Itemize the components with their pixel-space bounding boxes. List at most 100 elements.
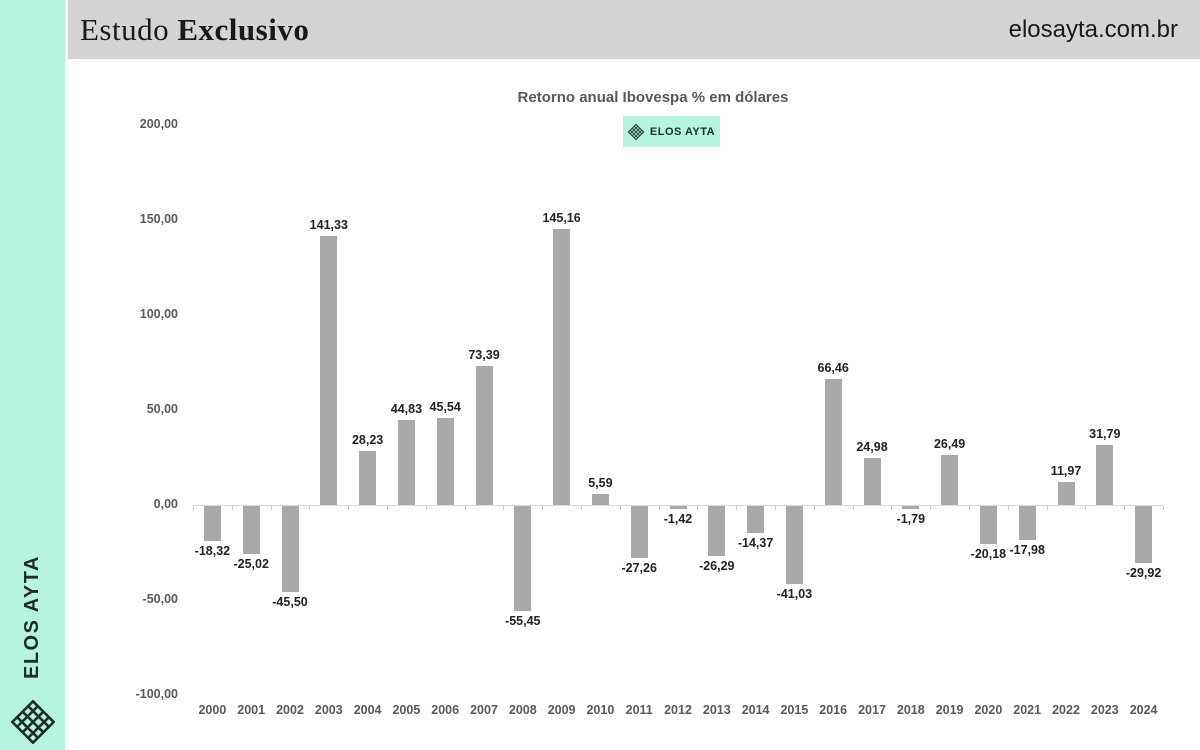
- bar-value-label: -1,79: [896, 512, 926, 527]
- legend-label: ELOS AYTA: [649, 125, 716, 138]
- x-axis-tick: [619, 506, 621, 510]
- bar-2013: [708, 506, 726, 556]
- bar-value-label: -45,50: [272, 595, 308, 610]
- chart-legend: ELOS AYTA: [623, 116, 720, 147]
- bar-value-label: -26,29: [699, 558, 735, 573]
- bar-value-label: 141,33: [309, 218, 348, 233]
- x-axis-category-label: 2015: [780, 703, 809, 717]
- header: Estudo Exclusivo elosayta.com.br: [68, 0, 1200, 59]
- x-axis-tick: [969, 506, 970, 510]
- brand-sidebar: ELOS AYTA: [0, 0, 65, 750]
- bar-2002: [281, 506, 299, 593]
- x-axis-tick: [775, 506, 776, 510]
- x-axis-category-label: 2017: [858, 703, 886, 717]
- bar-2018: [902, 506, 920, 510]
- bar-2008: [514, 506, 532, 612]
- bar-2020: [979, 506, 997, 545]
- bar-value-label: -20,18: [970, 547, 1007, 562]
- x-axis-category-label: 2007: [470, 703, 498, 717]
- x-axis-category-label: 2024: [1129, 703, 1158, 717]
- bar-value-label: -41,03: [776, 586, 813, 601]
- x-axis-tick: [503, 506, 505, 510]
- x-axis-tick: [348, 506, 350, 510]
- y-axis-tick-label: 200,00: [139, 117, 178, 131]
- y-axis-tick-label: 100,00: [139, 307, 178, 321]
- bar-value-label: 145,16: [542, 211, 581, 226]
- bar-2011: [630, 506, 648, 558]
- bar-2023: [1096, 444, 1114, 505]
- x-axis-tick: [270, 506, 272, 510]
- x-axis-category-label: 2013: [702, 703, 731, 717]
- x-axis-category-label: 2009: [547, 703, 576, 717]
- x-axis-category-label: 2002: [276, 703, 304, 717]
- bar-2009: [553, 229, 571, 505]
- bar-2016: [824, 378, 842, 505]
- x-axis-tick: [1163, 506, 1164, 510]
- page-title-regular: Estudo: [80, 11, 170, 47]
- bar-value-label: -29,92: [1125, 565, 1162, 580]
- bar-value-label: 73,39: [468, 347, 500, 362]
- bar-value-label: 31,79: [1089, 426, 1121, 441]
- x-axis-tick: [852, 506, 854, 510]
- bar-value-label: -25,02: [233, 556, 269, 571]
- x-axis-category-label: 2018: [896, 703, 925, 717]
- x-axis-tick: [542, 506, 544, 510]
- x-axis-category-label: 2004: [353, 703, 382, 717]
- bar-2004: [359, 451, 377, 505]
- bar-value-label: 45,54: [429, 400, 461, 415]
- bar-value-label: 24,98: [856, 439, 888, 454]
- x-axis-tick: [930, 506, 932, 510]
- y-axis-tick-label: -50,00: [142, 592, 178, 606]
- x-axis-category-label: 2012: [664, 703, 692, 717]
- bar-value-label: 5,59: [588, 476, 613, 491]
- bar-2001: [242, 506, 260, 554]
- x-axis-tick: [813, 506, 815, 510]
- bar-value-label: -14,37: [737, 536, 774, 551]
- bar-2022: [1057, 482, 1075, 505]
- bar-value-label: 11,97: [1050, 464, 1082, 479]
- x-axis-tick: [1046, 506, 1048, 510]
- bar-2015: [785, 506, 803, 584]
- x-axis-tick: [581, 506, 582, 510]
- x-axis-category-label: 2005: [392, 703, 421, 717]
- page-title: Estudo Exclusivo: [80, 12, 309, 48]
- bar-2017: [863, 457, 881, 505]
- x-axis-category-label: 2014: [741, 703, 770, 717]
- bar-2012: [669, 506, 687, 509]
- x-axis-tick: [658, 506, 660, 510]
- x-axis-tick: [425, 506, 427, 510]
- x-axis-tick: [736, 506, 738, 510]
- x-axis-category-label: 2010: [586, 703, 615, 717]
- x-axis-tick: [309, 506, 311, 510]
- x-axis-tick: [1085, 506, 1087, 510]
- y-axis-tick-label: 150,00: [139, 212, 178, 226]
- x-axis-category-label: 2003: [314, 703, 343, 717]
- chart-title: Retorno anual Ibovespa % em dólares: [517, 89, 789, 106]
- x-axis-category-label: 2020: [974, 703, 1003, 717]
- x-axis-category-label: 2016: [819, 703, 848, 717]
- bar-value-label: -17,98: [1009, 543, 1045, 558]
- bar-value-label: 44,83: [390, 401, 423, 416]
- bar-value-label: -18,32: [194, 543, 231, 558]
- x-axis-line: [193, 505, 1163, 506]
- bar-2005: [397, 419, 415, 505]
- x-axis-tick: [697, 506, 699, 510]
- bar-2021: [1018, 506, 1036, 541]
- x-axis-tick: [1007, 506, 1009, 510]
- bar-value-label: -55,45: [505, 614, 541, 629]
- x-axis-category-label: 2001: [237, 703, 266, 717]
- x-axis-category-label: 2021: [1013, 703, 1042, 717]
- x-axis-tick: [231, 506, 233, 510]
- bar-2006: [436, 418, 454, 505]
- bar-value-label: 26,49: [933, 436, 966, 451]
- bar-value-label: -1,42: [663, 511, 693, 526]
- x-axis-category-label: 2006: [431, 703, 460, 717]
- bar-value-label: -27,26: [621, 560, 657, 575]
- page-title-bold: Exclusivo: [177, 11, 310, 47]
- bar-2019: [941, 454, 959, 505]
- x-axis-category-label: 2011: [625, 703, 653, 717]
- x-axis-category-label: 2000: [198, 703, 227, 717]
- x-axis-tick: [1124, 506, 1126, 510]
